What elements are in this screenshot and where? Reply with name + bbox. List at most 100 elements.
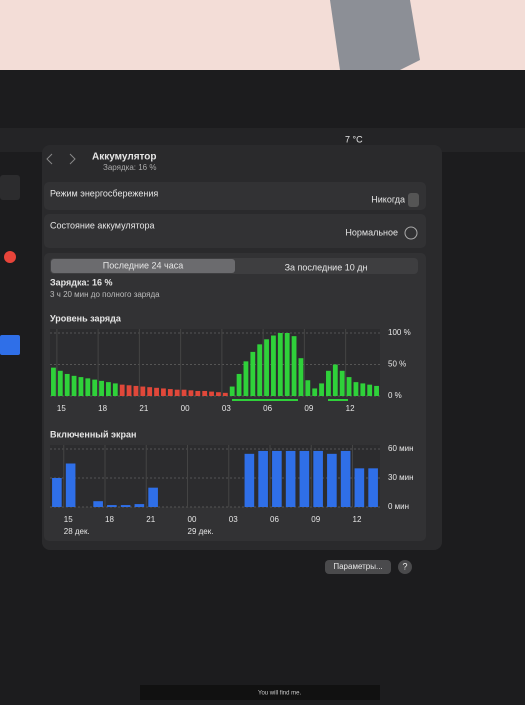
x-tick-label: 06 bbox=[263, 404, 272, 413]
tab[interactable]: Последние 24 часа bbox=[103, 260, 184, 270]
charge-eta: 3 ч 20 мин до полного заряда bbox=[50, 290, 160, 299]
bar bbox=[126, 385, 132, 396]
bar bbox=[367, 384, 373, 396]
bar bbox=[112, 383, 118, 396]
bar bbox=[368, 468, 378, 507]
bar bbox=[277, 333, 283, 396]
bar bbox=[99, 380, 104, 396]
bar bbox=[284, 333, 290, 396]
bar bbox=[305, 380, 311, 396]
info-icon[interactable] bbox=[404, 226, 418, 240]
options-button[interactable] bbox=[325, 560, 391, 574]
y-tick-label: 0 % bbox=[388, 391, 402, 400]
bar bbox=[51, 367, 56, 396]
tab-selected[interactable] bbox=[51, 259, 235, 273]
bar bbox=[340, 450, 351, 507]
bar bbox=[216, 392, 221, 396]
bar bbox=[257, 344, 263, 396]
bar bbox=[326, 370, 331, 396]
charge-status: Зарядка: 16 % bbox=[50, 277, 113, 287]
bar bbox=[134, 504, 145, 507]
bar bbox=[174, 389, 180, 396]
bar bbox=[147, 387, 153, 396]
bar bbox=[264, 339, 269, 396]
bar bbox=[285, 450, 296, 507]
bar bbox=[154, 387, 159, 396]
y-tick-label: 60 мин bbox=[388, 444, 414, 453]
wall bbox=[0, 0, 525, 80]
x-tick-label: 12 bbox=[346, 404, 355, 413]
bar bbox=[85, 378, 91, 396]
x-tick-label: 03 bbox=[229, 515, 238, 524]
bar bbox=[57, 370, 63, 396]
y-tick-label: 50 % bbox=[388, 360, 406, 369]
bar bbox=[119, 384, 125, 396]
bar bbox=[313, 450, 323, 507]
bar bbox=[291, 336, 297, 396]
y-tick-label: 100 % bbox=[388, 328, 411, 337]
bar bbox=[374, 385, 379, 396]
y-tick-label: 30 мин bbox=[388, 473, 414, 482]
bar bbox=[148, 487, 158, 507]
bar bbox=[93, 501, 103, 507]
row-label: Состояние аккумулятора bbox=[50, 220, 155, 230]
bar bbox=[354, 468, 365, 507]
x-tick-label: 00 bbox=[181, 404, 190, 413]
bar bbox=[244, 453, 255, 507]
weather: 7 °C bbox=[345, 134, 363, 144]
bar bbox=[271, 335, 276, 396]
bar bbox=[360, 383, 366, 396]
bar bbox=[64, 373, 70, 396]
x-tick-label: 09 bbox=[304, 404, 313, 413]
row-value[interactable]: Никогда bbox=[371, 194, 405, 204]
bar bbox=[107, 505, 117, 507]
stepper[interactable] bbox=[408, 193, 419, 207]
row bbox=[44, 214, 426, 248]
bar bbox=[133, 385, 139, 396]
row-value: Нормальное bbox=[345, 227, 398, 237]
date-label: 28 дек. bbox=[64, 527, 90, 536]
y-tick-label: 0 мин bbox=[388, 502, 409, 511]
caption: You will find me. bbox=[258, 691, 301, 697]
nav-arrows[interactable] bbox=[46, 153, 76, 165]
bar bbox=[78, 377, 84, 396]
row bbox=[44, 182, 426, 210]
x-tick-label: 12 bbox=[353, 515, 362, 524]
bar bbox=[181, 389, 187, 396]
bar bbox=[339, 370, 345, 396]
bar bbox=[243, 361, 249, 396]
x-tick-label: 03 bbox=[222, 404, 231, 413]
bar bbox=[327, 453, 337, 507]
bar bbox=[258, 450, 268, 507]
dock bbox=[140, 685, 380, 700]
x-tick-label: 21 bbox=[146, 515, 155, 524]
plot-area bbox=[50, 329, 380, 396]
bar bbox=[319, 383, 324, 396]
bar bbox=[202, 390, 208, 396]
bar bbox=[346, 377, 352, 396]
sidebar-selected bbox=[0, 335, 20, 355]
bar bbox=[222, 392, 228, 396]
bar bbox=[332, 364, 338, 396]
bar bbox=[167, 389, 173, 396]
sidebar-item bbox=[0, 175, 20, 200]
bar bbox=[298, 358, 304, 396]
window-subtitle: Зарядка: 16 % bbox=[103, 163, 156, 172]
bar bbox=[250, 351, 256, 396]
options-label[interactable]: Параметры... bbox=[333, 562, 382, 571]
bar bbox=[92, 379, 98, 396]
bar bbox=[120, 505, 131, 507]
x-tick-label: 00 bbox=[188, 515, 197, 524]
x-tick-label: 09 bbox=[311, 515, 320, 524]
x-tick-label: 18 bbox=[105, 515, 114, 524]
bar bbox=[195, 390, 201, 396]
x-tick-label: 18 bbox=[98, 404, 107, 413]
help-button[interactable] bbox=[398, 560, 412, 574]
bar bbox=[140, 386, 146, 396]
tab[interactable]: За последние 10 дн bbox=[285, 262, 368, 272]
x-tick-label: 15 bbox=[57, 404, 66, 413]
bar bbox=[229, 386, 235, 396]
date-label: 29 дек. bbox=[188, 527, 214, 536]
help-label[interactable]: ? bbox=[402, 561, 407, 571]
